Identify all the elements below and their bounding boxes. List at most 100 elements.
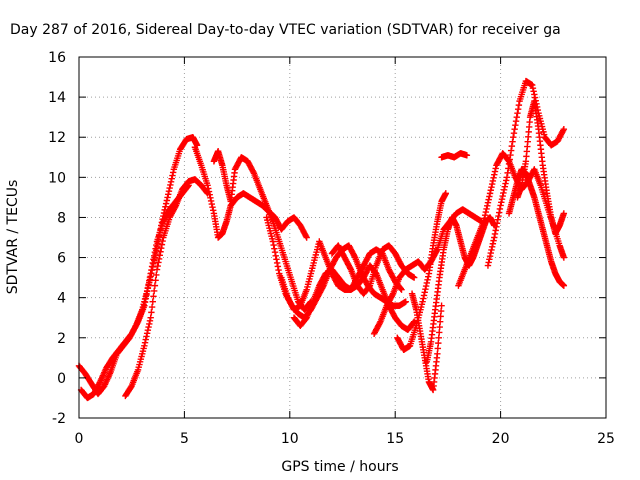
- data-point: [487, 187, 494, 194]
- y-tick-label: 0: [57, 371, 66, 387]
- data-point: [489, 240, 497, 247]
- data-point: [155, 255, 163, 263]
- data-point: [442, 190, 449, 197]
- data-point: [210, 207, 217, 214]
- data-point: [506, 156, 513, 163]
- data-point: [486, 190, 494, 197]
- data-point: [560, 282, 568, 289]
- data-point: [495, 212, 502, 220]
- data-point: [500, 189, 507, 197]
- data-point: [420, 292, 428, 299]
- data-point: [165, 191, 172, 198]
- data-point: [436, 329, 443, 336]
- data-point: [150, 256, 157, 263]
- data-point: [204, 182, 211, 189]
- data-point: [423, 279, 431, 287]
- series-track-12: [408, 290, 445, 394]
- data-point: [510, 134, 517, 141]
- data-point: [484, 262, 492, 269]
- y-tick-label: -2: [52, 411, 66, 427]
- data-point: [486, 193, 493, 200]
- data-point: [250, 168, 257, 176]
- data-point: [148, 263, 156, 270]
- data-point: [437, 313, 444, 320]
- data-point: [272, 252, 279, 259]
- data-point: [501, 183, 509, 190]
- data-point: [154, 262, 161, 270]
- data-point: [495, 209, 503, 216]
- y-tick-label: 14: [48, 90, 66, 106]
- data-point: [208, 200, 216, 208]
- data-point: [531, 94, 539, 101]
- data-point: [489, 177, 497, 185]
- data-point: [141, 339, 149, 346]
- data-points: [75, 77, 568, 402]
- data-point: [488, 243, 496, 251]
- data-point: [486, 256, 493, 263]
- data-point: [151, 249, 159, 256]
- series-track-08: [290, 262, 418, 333]
- data-point: [435, 334, 442, 341]
- series-track-05: [210, 148, 315, 313]
- data-point: [434, 345, 442, 352]
- x-tick-label: 15: [386, 431, 404, 447]
- data-point: [366, 283, 373, 290]
- data-point: [490, 237, 497, 244]
- data-point: [436, 318, 444, 325]
- series-track-14: [438, 150, 471, 161]
- data-point: [482, 208, 490, 216]
- data-point: [491, 234, 498, 241]
- data-point: [205, 185, 212, 192]
- data-point: [497, 202, 504, 209]
- data-point: [560, 254, 568, 261]
- data-point: [425, 273, 432, 280]
- data-point: [494, 216, 501, 223]
- data-point: [514, 109, 521, 117]
- data-point: [485, 196, 492, 203]
- data-point: [164, 194, 171, 201]
- data-point: [274, 263, 282, 270]
- data-point: [271, 245, 278, 252]
- data-point: [96, 380, 103, 387]
- x-tick-label: 25: [597, 431, 615, 447]
- data-point: [510, 130, 518, 137]
- data-point: [505, 160, 513, 168]
- data-point: [157, 248, 164, 255]
- grid-lines: [79, 57, 606, 418]
- x-tick-label: 20: [492, 431, 510, 447]
- data-point: [269, 238, 277, 245]
- data-point: [205, 188, 213, 195]
- data-point: [491, 230, 499, 238]
- data-point: [513, 113, 520, 121]
- data-point: [504, 169, 511, 177]
- data-point: [302, 232, 310, 240]
- data-point: [492, 165, 499, 172]
- data-point: [434, 350, 441, 358]
- data-point: [134, 319, 141, 327]
- data-point: [209, 203, 216, 211]
- data-point: [420, 295, 427, 302]
- data-point: [163, 197, 171, 204]
- data-point: [484, 202, 491, 210]
- x-axis-label: GPS time / hours: [281, 459, 398, 475]
- data-point: [514, 105, 522, 113]
- x-tick-label: 0: [75, 431, 84, 447]
- data-point: [146, 277, 153, 284]
- data-point: [493, 223, 500, 231]
- data-point: [127, 383, 135, 391]
- series-track-03: [122, 176, 211, 400]
- y-tick-label: 10: [48, 170, 66, 186]
- y-tick-label: 6: [57, 251, 66, 267]
- data-point: [422, 285, 429, 293]
- data-point: [207, 194, 214, 202]
- data-point: [166, 184, 173, 192]
- data-point: [498, 195, 506, 203]
- data-point: [529, 81, 536, 89]
- data-point: [141, 342, 148, 349]
- data-point: [152, 277, 159, 284]
- data-point: [481, 212, 489, 219]
- data-point: [150, 252, 158, 259]
- axis-ticks: -2 0 2 4 6 8 10 12 14 16 0 5 10 15 20 25: [48, 50, 615, 447]
- data-point: [149, 298, 156, 305]
- data-point: [490, 174, 497, 181]
